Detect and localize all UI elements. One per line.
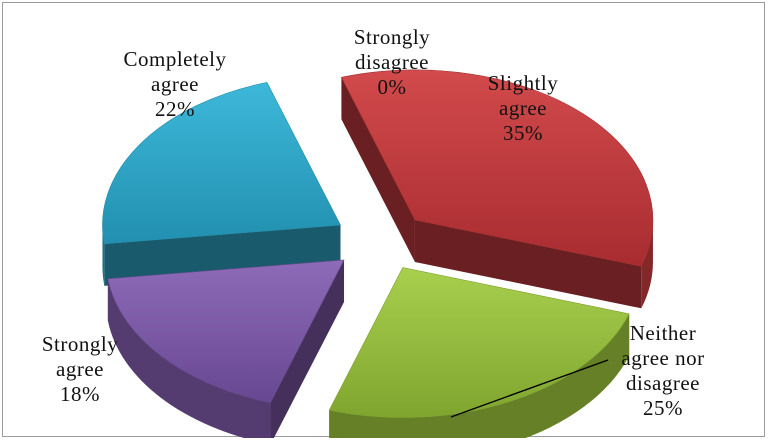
pie-chart (102, 69, 654, 438)
pie-slice-strongly-agree (107, 259, 345, 438)
slice-rim-slightly-agree-0 (641, 219, 653, 309)
slice-top-slightly-agree (340, 69, 654, 267)
slice-rim-completely-agree-0 (102, 225, 105, 286)
slice-wall-slightly-agree-1 (414, 219, 642, 309)
slice-label-slightly-agree: Slightly agree 35% (487, 71, 559, 145)
slice-label-completely-agree: Completely agree 22% (123, 47, 227, 121)
slice-wall-slightly-agree-0 (341, 77, 415, 262)
slice-top-completely-agree (102, 82, 341, 245)
slice-top-strongly-agree (107, 259, 345, 403)
slice-label-neither: Neither agree nor disagree 25% (621, 321, 705, 420)
slice-rim-strongly-agree-0 (107, 278, 271, 438)
slice-label-strongly-agree: Strongly agree 18% (41, 332, 119, 406)
slice-rim-neither-0 (329, 313, 630, 438)
slice-wall-strongly-agree-0 (270, 259, 345, 438)
slice-label-strongly-disagree: Strongly disagree 0% (353, 25, 431, 99)
pie-slice-slightly-agree (340, 69, 654, 309)
leader-line-neither (450, 359, 609, 418)
pie-slice-completely-agree (102, 82, 341, 286)
